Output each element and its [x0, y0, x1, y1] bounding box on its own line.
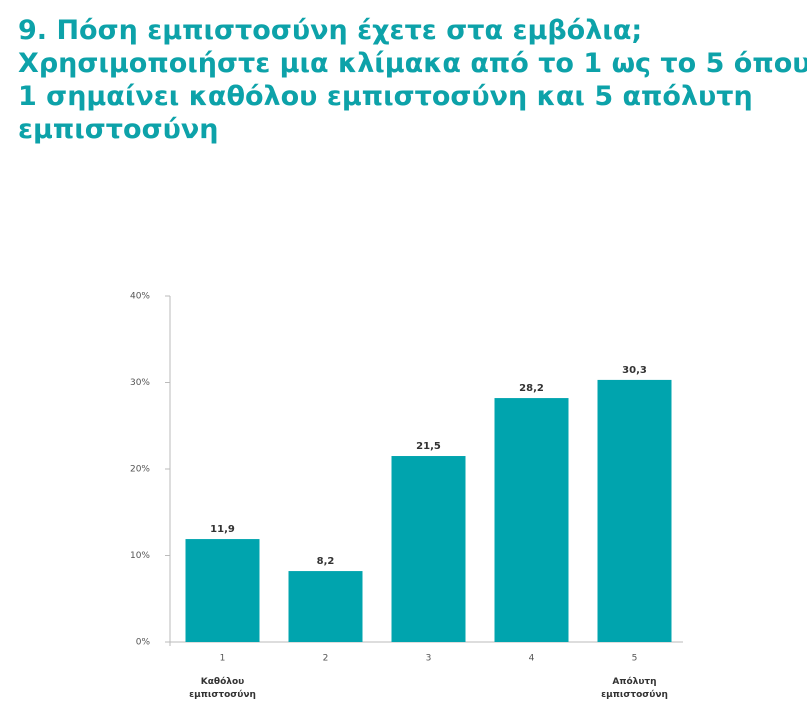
x-tick-label: 4: [529, 654, 535, 664]
chart-title: 9. Πόση εμπιστοσύνη έχετε στα εμβόλια; Χρ…: [18, 14, 807, 146]
bar: [288, 571, 363, 642]
x-tick-label: 1: [220, 654, 226, 664]
y-tick-label: 10%: [130, 551, 150, 561]
title-line: 9. Πόση εμπιστοσύνη έχετε στα εμβόλια;: [18, 15, 643, 46]
value-label: 30,3: [622, 365, 647, 376]
bar: [494, 398, 569, 642]
y-tick-label: 30%: [130, 378, 150, 388]
title-line: 1 σημαίνει καθόλου εμπιστοσύνη και 5 από…: [18, 81, 753, 112]
y-tick-label: 40%: [130, 292, 150, 302]
category-note: Καθόλου εμπιστοσύνη: [189, 677, 256, 700]
y-tick-label: 0%: [136, 638, 151, 648]
bar: [391, 456, 466, 642]
x-tick-label: 5: [632, 654, 638, 664]
x-tick-label: 2: [323, 654, 329, 664]
value-label: 21,5: [416, 441, 441, 452]
category-note: Απόλυτη εμπιστοσύνη: [601, 677, 668, 700]
value-label: 11,9: [210, 524, 235, 535]
bar: [597, 379, 672, 642]
x-tick-label: 3: [426, 654, 432, 664]
value-label: 8,2: [317, 556, 335, 567]
y-tick-label: 20%: [130, 465, 150, 475]
title-line: Χρησιμοποιήστε μια κλίμακα από το 1 ως τ…: [18, 48, 807, 79]
title-line: εμπιστοσύνη: [18, 114, 219, 145]
value-label: 28,2: [519, 383, 544, 394]
bar: [185, 539, 260, 642]
